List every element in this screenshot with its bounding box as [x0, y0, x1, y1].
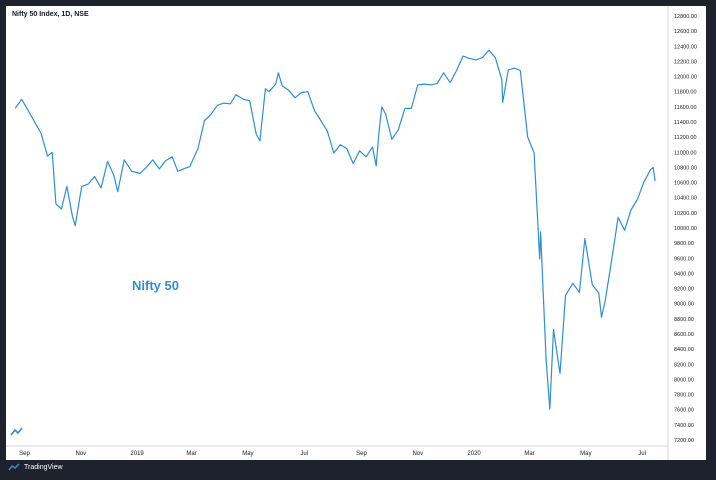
y-tick-label: 8800.00: [674, 317, 694, 323]
x-tick-label: Jul: [638, 451, 646, 457]
tradingview-logo-icon: [8, 463, 20, 471]
x-tick-label: Mar: [186, 451, 196, 457]
x-tick-label: Sep: [356, 451, 367, 457]
y-tick-label: 8600.00: [674, 332, 694, 338]
x-tick-label: Sep: [19, 451, 30, 457]
x-tick-label: 2020: [467, 451, 481, 457]
y-tick-label: 9200.00: [674, 287, 694, 293]
x-tick-label: Nov: [412, 451, 423, 457]
line-chart[interactable]: 12800.00 12600.00 12400.00 12200.00 12000.00…: [6, 6, 706, 460]
y-tick-label: 11200.00: [674, 135, 697, 141]
tradingview-brand[interactable]: TradingView: [8, 463, 63, 471]
bottom-bar: [0, 460, 716, 480]
y-tick-label: 9800.00: [674, 241, 694, 247]
tradingview-corner-logo-icon[interactable]: [8, 425, 26, 439]
y-tick-label: 11800.00: [674, 90, 697, 96]
x-tick-label: Mar: [524, 451, 534, 457]
y-tick-label: 7800.00: [674, 393, 694, 399]
x-tick-label: May: [242, 451, 253, 457]
y-tick-label: 11400.00: [674, 120, 697, 126]
y-tick-label: 10200.00: [674, 211, 697, 217]
y-tick-label: 9000.00: [674, 302, 694, 308]
x-tick-label: Jul: [300, 451, 308, 457]
series-line: [14, 49, 656, 410]
y-tick-label: 11600.00: [674, 105, 697, 111]
y-tick-label: 8400.00: [674, 347, 694, 353]
y-tick-label: 7200.00: [674, 438, 694, 444]
tradingview-label: TradingView: [24, 463, 63, 471]
y-tick-label: 12600.00: [674, 29, 697, 35]
chart-area[interactable]: 12800.00 12600.00 12400.00 12200.00 12000.00…: [6, 6, 706, 460]
y-tick-label: 10800.00: [674, 165, 697, 171]
y-tick-label: 11000.00: [674, 150, 697, 156]
y-tick-label: 12800.00: [674, 14, 697, 20]
y-tick-label: 10000.00: [674, 226, 697, 232]
y-tick-label: 9600.00: [674, 256, 694, 262]
y-tick-label: 12400.00: [674, 44, 697, 50]
symbol-title: Nifty 50 Index, 1D, NSE: [12, 11, 89, 18]
y-tick-label: 8200.00: [674, 362, 694, 368]
y-tick-label: 7400.00: [674, 423, 694, 429]
y-tick-label: 10600.00: [674, 181, 697, 187]
y-tick-label: 12000.00: [674, 75, 697, 81]
series-label: Nifty 50: [132, 278, 179, 293]
y-tick-label: 9400.00: [674, 271, 694, 277]
x-tick-label: Nov: [75, 451, 86, 457]
y-tick-label: 12200.00: [674, 59, 697, 65]
x-tick-label: May: [580, 451, 591, 457]
y-tick-label: 10400.00: [674, 196, 697, 202]
y-tick-label: 7600.00: [674, 408, 694, 414]
x-tick-label: 2019: [130, 451, 144, 457]
y-tick-label: 8000.00: [674, 377, 694, 383]
